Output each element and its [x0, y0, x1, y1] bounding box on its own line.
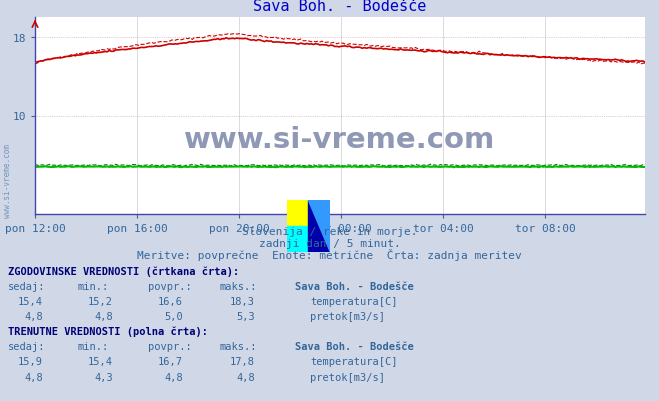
Text: 4,8: 4,8 — [164, 372, 183, 382]
Bar — [308, 200, 330, 253]
Text: 4,8: 4,8 — [24, 372, 43, 382]
Text: zadnji dan / 5 minut.: zadnji dan / 5 minut. — [258, 239, 401, 248]
Text: 5,3: 5,3 — [236, 311, 255, 321]
Text: 4,8: 4,8 — [94, 311, 113, 321]
Text: 16,6: 16,6 — [158, 296, 183, 306]
Text: 4,8: 4,8 — [24, 311, 43, 321]
Text: min.:: min.: — [78, 281, 109, 291]
Text: ZGODOVINSKE VREDNOSTI (črtkana črta):: ZGODOVINSKE VREDNOSTI (črtkana črta): — [8, 266, 239, 276]
Text: maks.:: maks.: — [220, 341, 258, 351]
Text: www.si-vreme.com: www.si-vreme.com — [185, 126, 496, 154]
Text: sedaj:: sedaj: — [8, 281, 45, 291]
Text: sedaj:: sedaj: — [8, 341, 45, 351]
Text: TRENUTNE VREDNOSTI (polna črta):: TRENUTNE VREDNOSTI (polna črta): — [8, 326, 208, 336]
Text: Meritve: povprečne  Enote: metrične  Črta: zadnja meritev: Meritve: povprečne Enote: metrične Črta:… — [137, 248, 522, 260]
Text: 15,4: 15,4 — [88, 356, 113, 366]
Text: maks.:: maks.: — [220, 281, 258, 291]
Text: povpr.:: povpr.: — [148, 341, 192, 351]
Text: 18,3: 18,3 — [230, 296, 255, 306]
Text: Sava Boh. - Bodešče: Sava Boh. - Bodešče — [295, 341, 414, 351]
Bar — [287, 200, 308, 227]
Text: 4,3: 4,3 — [94, 372, 113, 382]
Polygon shape — [308, 200, 330, 253]
Text: min.:: min.: — [78, 341, 109, 351]
Text: 15,9: 15,9 — [18, 356, 43, 366]
Text: 4,8: 4,8 — [236, 372, 255, 382]
Text: 15,4: 15,4 — [18, 296, 43, 306]
Text: 16,7: 16,7 — [158, 356, 183, 366]
Text: 5,0: 5,0 — [164, 311, 183, 321]
Text: 17,8: 17,8 — [230, 356, 255, 366]
Text: pretok[m3/s]: pretok[m3/s] — [310, 372, 385, 382]
Text: Sava Boh. - Bodešče: Sava Boh. - Bodešče — [295, 281, 414, 291]
Bar — [287, 227, 308, 253]
Text: 15,2: 15,2 — [88, 296, 113, 306]
Text: www.si-vreme.com: www.si-vreme.com — [3, 144, 13, 217]
Text: povpr.:: povpr.: — [148, 281, 192, 291]
Text: temperatura[C]: temperatura[C] — [310, 296, 397, 306]
Text: pretok[m3/s]: pretok[m3/s] — [310, 311, 385, 321]
Text: temperatura[C]: temperatura[C] — [310, 356, 397, 366]
Title: Sava Boh. - Bodešče: Sava Boh. - Bodešče — [253, 0, 426, 14]
Text: Slovenija / reke in morje.: Slovenija / reke in morje. — [242, 227, 417, 237]
